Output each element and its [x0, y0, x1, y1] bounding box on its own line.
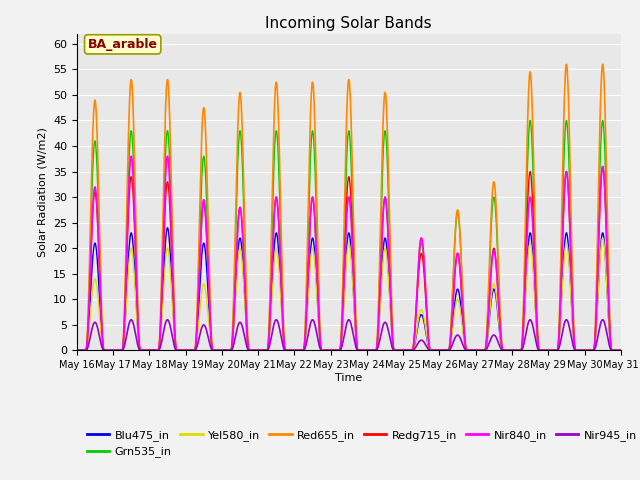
Text: BA_arable: BA_arable [88, 38, 157, 51]
Blu475_in [365, 348, 372, 353]
Nir945_in [507, 348, 515, 353]
Grn535_in [584, 348, 591, 353]
Red655_in [584, 348, 591, 353]
Line: Yel580_in: Yel580_in [77, 238, 621, 350]
Line: Blu475_in: Blu475_in [77, 228, 621, 350]
Nir945_in [584, 348, 591, 353]
Nir945_in [599, 317, 607, 323]
Redg715_in [365, 348, 372, 353]
Line: Grn535_in: Grn535_in [77, 120, 621, 350]
Redg715_in [617, 348, 625, 353]
Nir840_in [127, 153, 135, 159]
Red655_in [599, 61, 607, 67]
Nir945_in [365, 348, 372, 353]
Red655_in [376, 235, 384, 240]
Red655_in [617, 348, 625, 353]
Redg715_in [599, 164, 607, 169]
Red655_in [73, 348, 81, 353]
Nir840_in [569, 315, 577, 321]
Redg715_in [569, 309, 577, 314]
Line: Nir840_in: Nir840_in [77, 156, 621, 350]
Grn535_in [225, 348, 232, 353]
Nir840_in [584, 348, 592, 353]
Line: Redg715_in: Redg715_in [77, 167, 621, 350]
Nir945_in [569, 341, 577, 347]
Blu475_in [617, 348, 625, 353]
Line: Red655_in: Red655_in [77, 64, 621, 350]
Red655_in [507, 348, 515, 353]
Grn535_in [617, 348, 625, 353]
Nir945_in [376, 335, 384, 341]
Grn535_in [365, 348, 372, 353]
Nir840_in [73, 348, 81, 353]
Yel580_in [617, 348, 625, 353]
Blu475_in [376, 293, 384, 299]
Blu475_in [569, 326, 577, 332]
Red655_in [365, 348, 372, 353]
Legend: Blu475_in, Grn535_in, Yel580_in, Red655_in, Redg715_in, Nir840_in, Nir945_in: Blu475_in, Grn535_in, Yel580_in, Red655_… [83, 426, 640, 462]
Yel580_in [365, 348, 372, 353]
Blu475_in [507, 348, 515, 353]
Grn535_in [569, 298, 577, 303]
Grn535_in [73, 348, 81, 353]
Yel580_in [507, 348, 515, 353]
Redg715_in [584, 348, 591, 353]
Yel580_in [225, 348, 232, 353]
Nir840_in [507, 348, 515, 353]
Nir840_in [365, 348, 372, 353]
Y-axis label: Solar Radiation (W/m2): Solar Radiation (W/m2) [37, 127, 47, 257]
X-axis label: Time: Time [335, 373, 362, 383]
Redg715_in [376, 280, 384, 286]
Grn535_in [376, 252, 384, 257]
Nir945_in [225, 348, 232, 353]
Yel580_in [569, 324, 577, 330]
Yel580_in [599, 235, 607, 241]
Nir840_in [376, 274, 384, 279]
Blu475_in [73, 348, 81, 353]
Yel580_in [376, 303, 384, 309]
Blu475_in [164, 225, 172, 231]
Red655_in [225, 348, 232, 353]
Redg715_in [225, 348, 232, 353]
Yel580_in [73, 348, 81, 353]
Line: Nir945_in: Nir945_in [77, 320, 621, 350]
Blu475_in [225, 348, 232, 353]
Grn535_in [599, 118, 607, 123]
Nir840_in [225, 348, 232, 353]
Nir840_in [617, 348, 625, 353]
Redg715_in [73, 348, 81, 353]
Yel580_in [584, 348, 591, 353]
Nir945_in [73, 348, 81, 353]
Grn535_in [507, 348, 515, 353]
Blu475_in [584, 348, 592, 353]
Redg715_in [507, 348, 515, 353]
Nir945_in [617, 348, 625, 353]
Red655_in [569, 286, 577, 291]
Title: Incoming Solar Bands: Incoming Solar Bands [266, 16, 432, 31]
